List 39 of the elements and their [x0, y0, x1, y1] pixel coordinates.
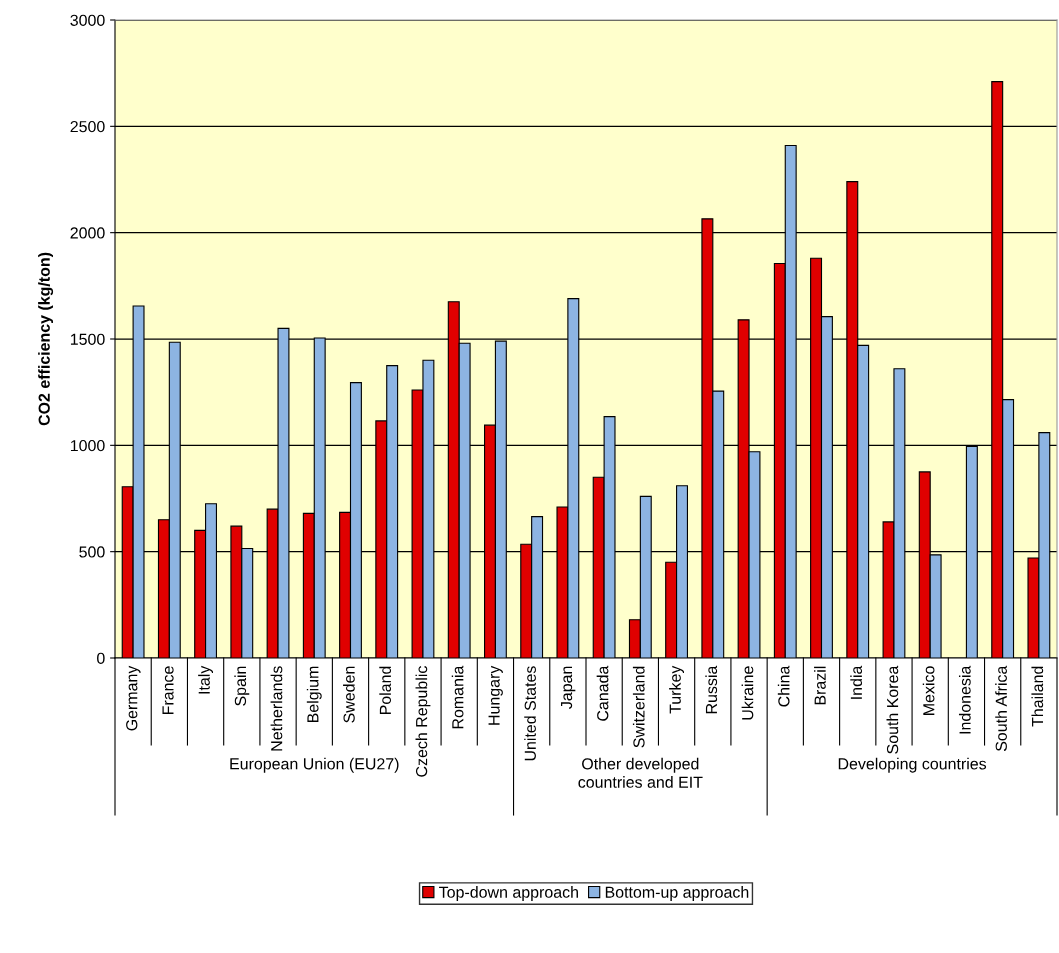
x-tick-label: United States — [524, 666, 536, 761]
y-tick-label: 2000 — [70, 227, 105, 239]
y-tick-label: 1500 — [70, 333, 105, 345]
x-tick-label: Romania — [451, 665, 464, 729]
x-tick-label: Spain — [234, 666, 250, 706]
x-tick-label: India — [850, 665, 863, 699]
x-tick-label: France — [162, 666, 174, 715]
x-tick-label: Poland — [379, 666, 392, 715]
x-tick-label: Brazil — [814, 666, 826, 705]
legend-label: Bottom-up approach — [605, 886, 749, 901]
x-tick-label: Belgium — [306, 666, 322, 723]
x-tick-label: Indonesia — [958, 665, 971, 734]
y-tick-label: 3000 — [70, 14, 105, 26]
x-tick-label: South Africa — [995, 665, 1007, 752]
y-tick-label: 1000 — [70, 439, 105, 452]
text: Developing countries — [838, 757, 987, 773]
text: Other developed countries and EIT — [578, 757, 703, 788]
x-tick-label: Turkey — [669, 665, 685, 714]
x-tick-label: Thailand — [1031, 666, 1044, 727]
x-tick-label: Japan — [561, 666, 576, 709]
x-tick-label: Mexico — [922, 666, 935, 715]
x-tick-label: Ukraine — [741, 666, 754, 720]
x-tick-label: Russia — [705, 665, 718, 714]
y-tick-label: 500 — [79, 546, 105, 558]
x-tick-label: China — [777, 665, 790, 707]
y-axis-title: CO2 efficiency (kg/ton) — [38, 252, 54, 426]
x-tick-label: Czech Republic — [415, 666, 431, 777]
x-tick-label: Sweden — [343, 666, 355, 723]
y-tick-label: 2500 — [70, 120, 105, 133]
x-tick-label: South Korea — [886, 665, 899, 754]
x-tick-label: Switzerland — [632, 666, 645, 748]
x-tick-label: Canada — [596, 665, 609, 721]
text: European Union (EU27) — [230, 757, 399, 773]
y-tick-label: 0 — [97, 652, 105, 664]
x-tick-label: Germany — [126, 665, 141, 731]
x-tick-label: Italy — [198, 665, 214, 694]
x-tick-label: Netherlands — [270, 666, 283, 751]
legend-label: Top-down approach — [439, 886, 578, 901]
x-tick-label: Hungary — [488, 665, 503, 725]
